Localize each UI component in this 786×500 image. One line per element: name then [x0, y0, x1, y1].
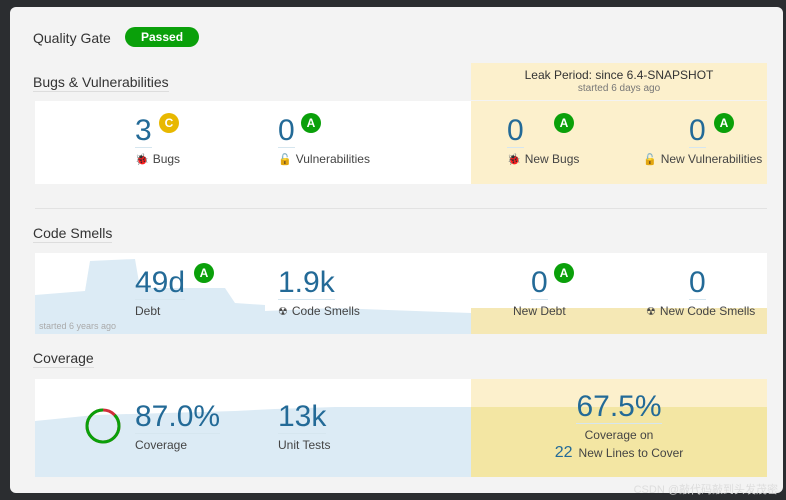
history-start-label: started 6 years ago [39, 321, 117, 331]
bug-icon: 🐞 [135, 154, 149, 166]
code-smells-metric[interactable]: 1.9k ☢ Code Smells [278, 266, 360, 318]
debt-metric[interactable]: 49d Debt [135, 266, 186, 318]
leak-period-title: Leak Period: since 6.4-SNAPSHOT [524, 68, 714, 82]
vulnerabilities-metric[interactable]: 0 🔓 Vulnerabilities [278, 114, 370, 166]
leak-period-header: Leak Period: since 6.4-SNAPSHOT started … [471, 63, 767, 100]
lock-icon: 🔓 [278, 154, 292, 166]
quality-gate-title: Quality Gate [33, 30, 111, 46]
debt-rating-badge[interactable]: A [194, 263, 214, 283]
radiation-icon: ☢ [646, 306, 656, 318]
vulnerabilities-rating-badge[interactable]: A [301, 113, 321, 133]
unit-tests-metric[interactable]: 13k Unit Tests [278, 400, 331, 452]
radiation-icon: ☢ [278, 306, 288, 318]
new-debt-rating-badge[interactable]: A [554, 263, 574, 283]
code-smells-section-title[interactable]: Code Smells [33, 225, 113, 243]
project-overview-panel: Quality Gate Passed Bugs & Vulnerabiliti… [10, 7, 783, 493]
new-vulnerabilities-rating-badge[interactable]: A [714, 113, 734, 133]
bugs-section-title[interactable]: Bugs & Vulnerabilities [33, 74, 169, 92]
bug-icon: 🐞 [507, 154, 521, 166]
new-bugs-metric[interactable]: 0 🐞 New Bugs [507, 114, 580, 166]
coverage-history-chart [35, 379, 767, 477]
coverage-card: 87.0% Coverage 13k Unit Tests 67.5% Cove… [35, 379, 767, 477]
quality-gate-status-badge[interactable]: Passed [125, 27, 200, 47]
coverage-section-title[interactable]: Coverage [33, 350, 94, 368]
bugs-rating-badge[interactable]: C [159, 113, 179, 133]
new-bugs-rating-badge[interactable]: A [554, 113, 574, 133]
divider [35, 208, 767, 209]
coverage-metric[interactable]: 87.0% Coverage [135, 400, 221, 452]
new-vulnerabilities-metric[interactable]: 0 🔓 New Vulnerabilities [643, 114, 763, 167]
bugs-metric[interactable]: 3 🐞 Bugs [135, 114, 181, 166]
new-lines-count[interactable]: 22 [554, 444, 573, 461]
new-coverage-metric[interactable]: 67.5% Coverage on 22 New Lines to Cover [554, 390, 684, 462]
leak-period-subtitle: started 6 days ago [577, 83, 661, 94]
debt-history-chart [35, 259, 767, 334]
new-code-smells-metric[interactable]: 0 ☢ New Code Smells [646, 266, 756, 319]
watermark: CSDN @敲代码敲到头发茂密 [633, 484, 778, 496]
new-debt-metric[interactable]: 0 New Debt [513, 266, 566, 319]
code-smells-card: started 6 years ago 49d Debt A 1.9k ☢ Cod… [35, 253, 767, 334]
bugs-card: 3 🐞 Bugs C 0 🔓 Vulnerabilities A 0 🐞 New Bu… [35, 101, 767, 184]
lock-icon: 🔓 [643, 154, 657, 166]
